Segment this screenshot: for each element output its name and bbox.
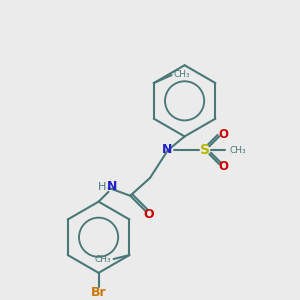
Text: O: O	[218, 128, 228, 141]
Text: O: O	[218, 160, 228, 172]
Text: O: O	[144, 208, 154, 221]
Text: CH₃: CH₃	[174, 70, 190, 79]
Text: CH₃: CH₃	[229, 146, 246, 155]
Text: H: H	[98, 182, 106, 192]
Text: N: N	[162, 143, 172, 156]
Text: N: N	[107, 180, 118, 193]
Text: S: S	[200, 143, 210, 157]
Text: Br: Br	[91, 286, 106, 299]
Text: CH₃: CH₃	[95, 254, 112, 263]
